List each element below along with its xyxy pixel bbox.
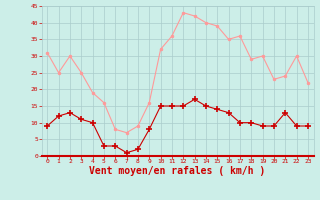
X-axis label: Vent moyen/en rafales ( km/h ): Vent moyen/en rafales ( km/h ) (90, 166, 266, 176)
